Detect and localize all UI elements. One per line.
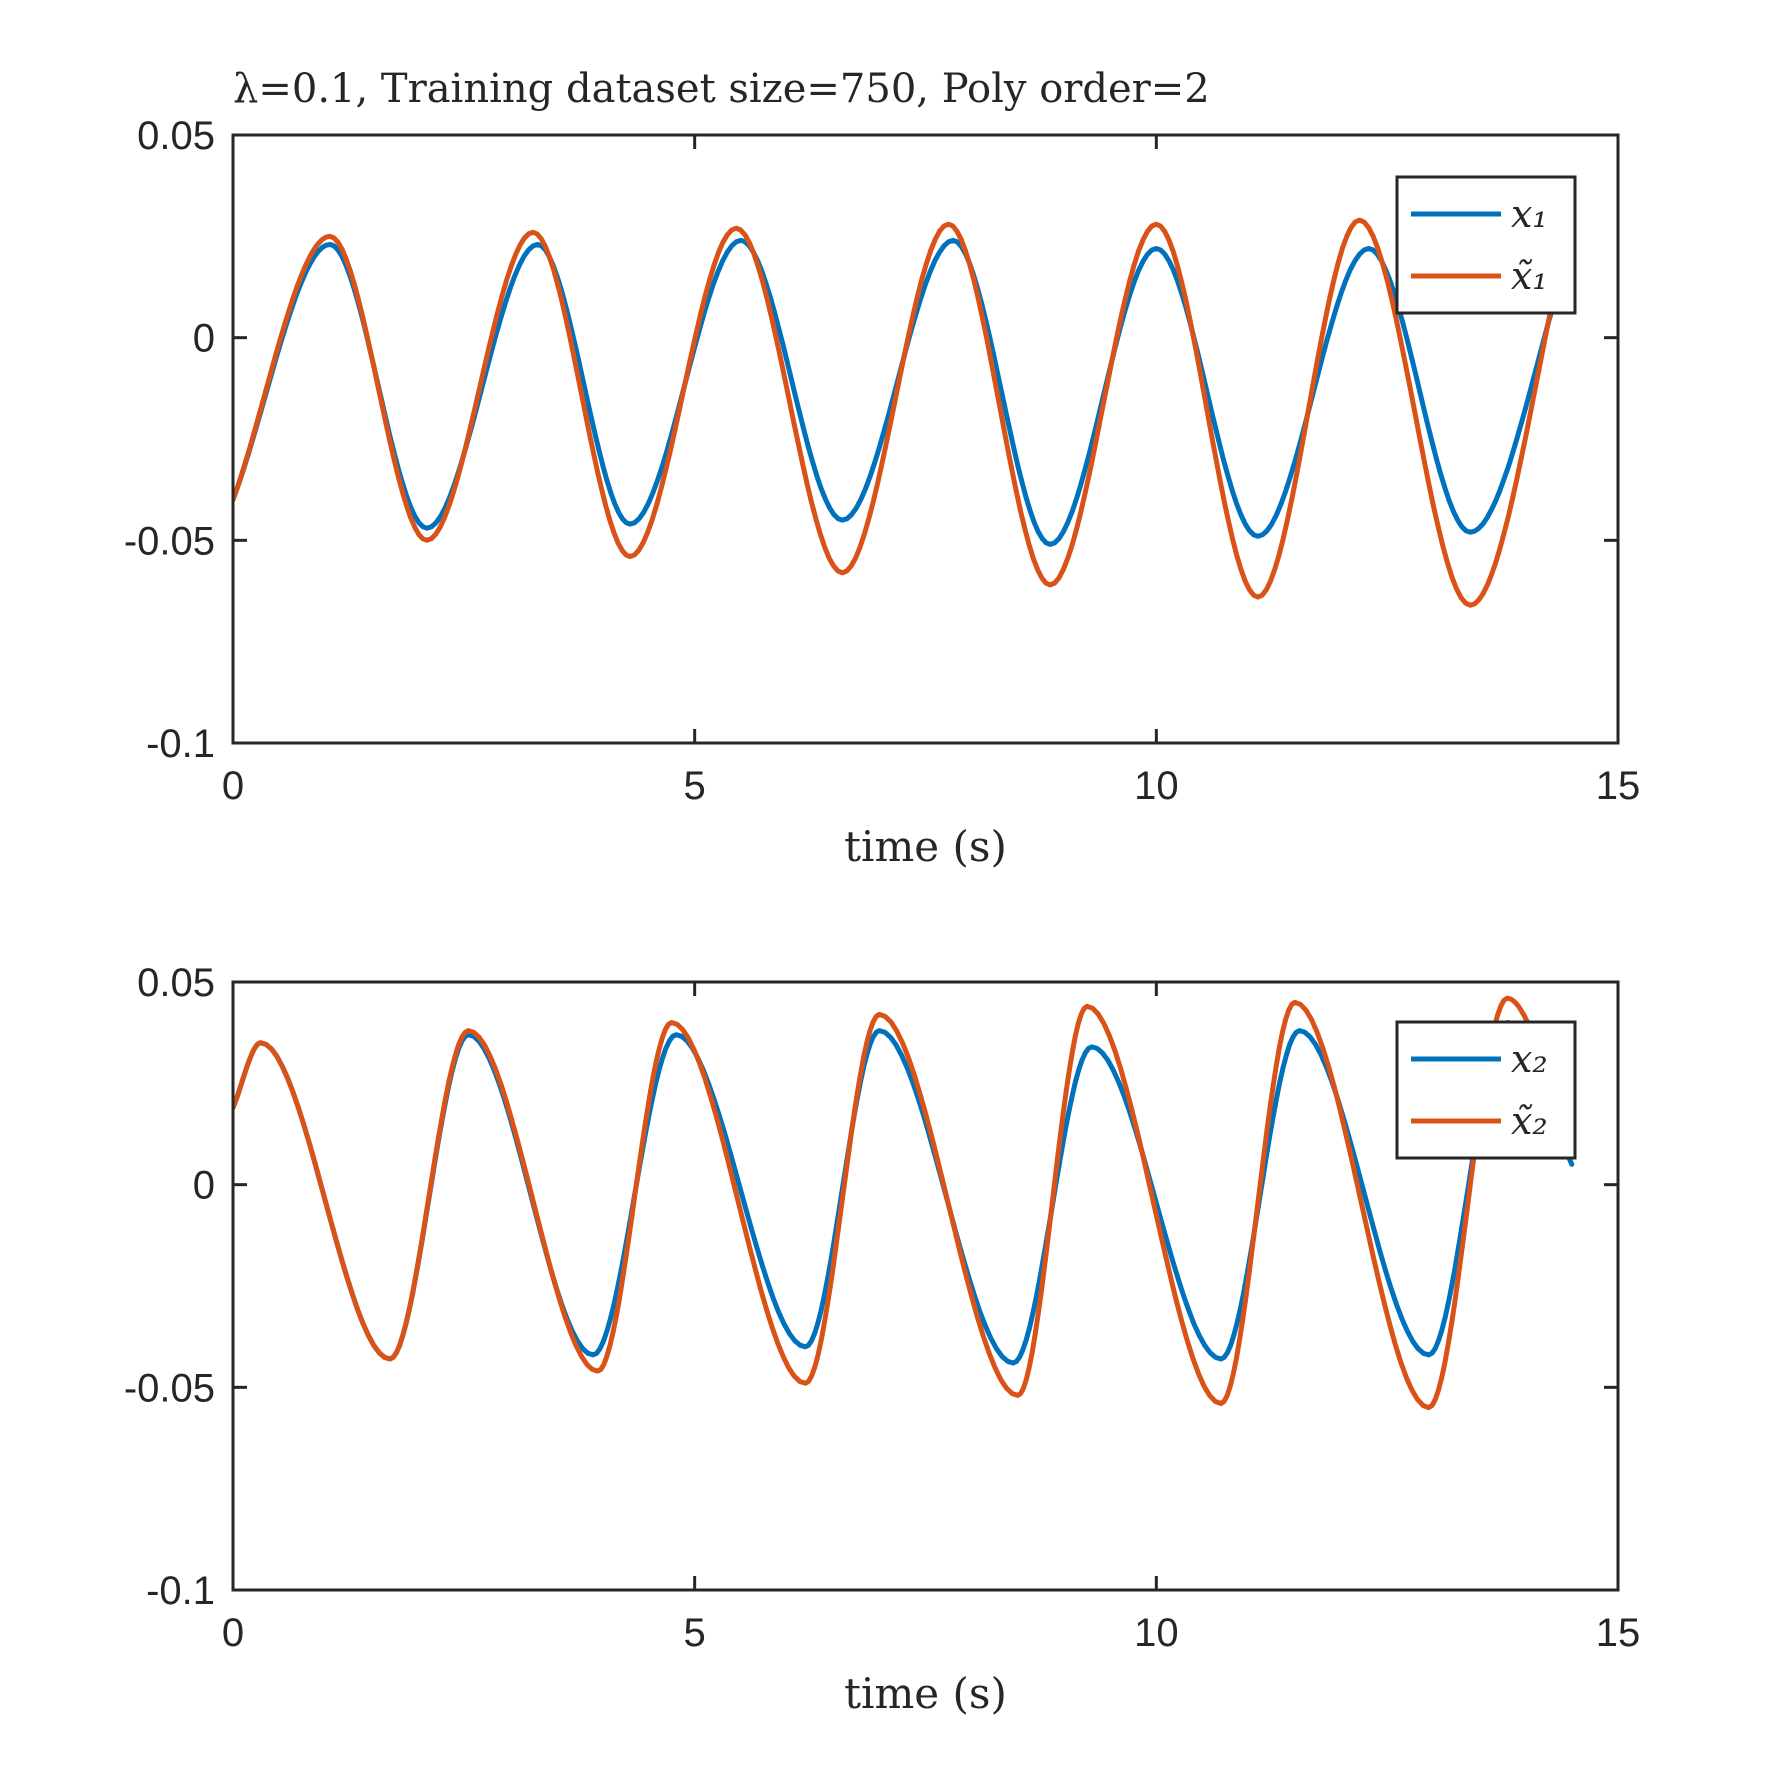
x-axis-title: time (s): [844, 822, 1007, 871]
y-tick-label: -0.1: [146, 1569, 215, 1613]
y-tick-label: 0: [193, 317, 215, 361]
x-axis-title: time (s): [844, 1669, 1007, 1718]
x-tick-label: 10: [1134, 764, 1179, 808]
plot-area: [233, 135, 1618, 743]
x-tick-label: 15: [1596, 764, 1641, 808]
x-tick-label: 10: [1134, 1611, 1179, 1655]
x-tick-label: 0: [222, 764, 244, 808]
plot-area: [233, 982, 1618, 1590]
chart-panel-1: 0 5 10 15 0.05 0 -0.05 -0.1 time (s) x₁ x̃₁: [124, 114, 1640, 871]
y-tick-label: 0.05: [137, 961, 215, 1005]
axes-frame: [231, 980, 1620, 1592]
chart-title: λ=0.1, Training dataset size=750, Poly o…: [233, 66, 1210, 112]
legend-box: [1395, 175, 1577, 315]
x-tick-label: 0: [222, 1611, 244, 1655]
y-tick-label: -0.05: [124, 519, 215, 563]
series-line-estimated: [233, 213, 1575, 608]
series-group: [233, 213, 1575, 608]
y-tick-label: -0.05: [124, 1366, 215, 1410]
legend: x₁ x̃₁: [1395, 175, 1577, 315]
series-line-estimated: [233, 995, 1575, 1411]
chart-panel-2: 0 5 10 15 0.05 0 -0.05 -0.1 time (s) x₂ x̃₂: [124, 961, 1640, 1718]
series-group: [233, 995, 1575, 1411]
axes-frame: [231, 133, 1620, 745]
y-tick-label: -0.1: [146, 722, 215, 766]
x-tick-label: 15: [1596, 1611, 1641, 1655]
y-tick-label: 0: [193, 1164, 215, 1208]
x-tick-label: 5: [684, 1611, 706, 1655]
legend-label: x̃₁: [1511, 254, 1548, 298]
legend-label: x₂: [1511, 1037, 1548, 1081]
y-tick-label: 0.05: [137, 114, 215, 158]
legend-box: [1395, 1020, 1577, 1160]
legend-label: x₁: [1511, 192, 1548, 236]
x-tick-label: 5: [684, 764, 706, 808]
legend: x₂ x̃₂: [1395, 1020, 1577, 1160]
legend-label: x̃₂: [1511, 1099, 1548, 1143]
